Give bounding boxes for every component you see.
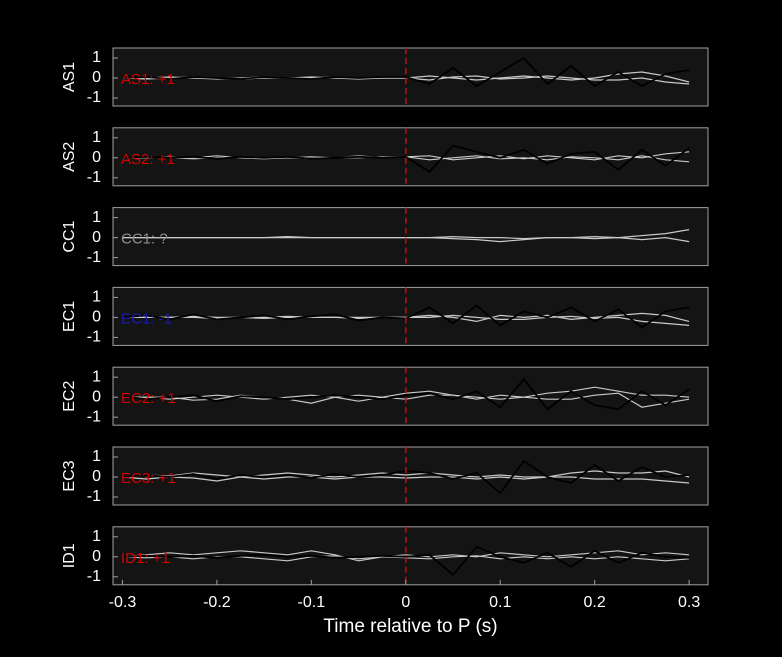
y-tick-label: -1: [87, 89, 101, 106]
trace: [122, 144, 690, 173]
y-tick-label: 0: [92, 229, 101, 246]
x-axis-label: Time relative to P (s): [323, 616, 497, 637]
x-tick-label: 0.1: [489, 594, 511, 611]
y-tick-label: 1: [92, 528, 101, 545]
plot-area: [112, 207, 709, 267]
x-tick-label: 0.2: [584, 594, 606, 611]
annotation: AS1: +1: [121, 71, 175, 88]
trace: [122, 56, 690, 88]
y-tick-label: -1: [87, 568, 101, 585]
y-tick-label: 0: [92, 69, 101, 86]
x-tick-label: 0: [401, 594, 410, 611]
trace: [122, 550, 690, 562]
y-axis-label: EC1: [61, 301, 78, 332]
y-tick-label: -1: [87, 249, 101, 266]
y-tick-label: -1: [87, 329, 101, 346]
annotation: ID1: +1: [121, 550, 170, 567]
annotation: AS2: +1: [121, 151, 175, 168]
x-tick-label: -0.3: [109, 594, 137, 611]
annotation: EC1: -1: [121, 310, 172, 327]
y-tick-label: 0: [92, 149, 101, 166]
x-tick-label: -0.1: [298, 594, 326, 611]
plot-area: [112, 446, 709, 506]
y-axis-label: EC2: [61, 381, 78, 412]
trace: [122, 470, 690, 478]
y-tick-label: 1: [92, 209, 101, 226]
y-tick-label: 1: [92, 49, 101, 66]
y-axis-label: AS2: [61, 142, 78, 172]
annotation: EC3: +1: [121, 470, 176, 487]
y-tick-label: 0: [92, 388, 101, 405]
y-tick-label: 0: [92, 468, 101, 485]
y-tick-label: -1: [87, 488, 101, 505]
y-axis-label: CC1: [61, 220, 78, 252]
y-tick-label: 1: [92, 368, 101, 385]
y-tick-label: 0: [92, 548, 101, 565]
y-axis-label: ID1: [61, 543, 78, 568]
trace: [122, 377, 690, 411]
y-axis-label: EC3: [61, 460, 78, 491]
annotation: EC2: +1: [121, 390, 176, 407]
x-tick-label: 0.3: [678, 594, 700, 611]
y-axis-label: AS1: [61, 62, 78, 92]
y-tick-label: 1: [92, 289, 101, 306]
y-tick-label: 1: [92, 448, 101, 465]
y-tick-label: -1: [87, 408, 101, 425]
annotation: CC1: ?: [121, 231, 168, 248]
y-tick-label: 1: [92, 129, 101, 146]
x-tick-label: -0.2: [203, 594, 231, 611]
y-tick-label: 0: [92, 309, 101, 326]
y-tick-label: -1: [87, 169, 101, 186]
